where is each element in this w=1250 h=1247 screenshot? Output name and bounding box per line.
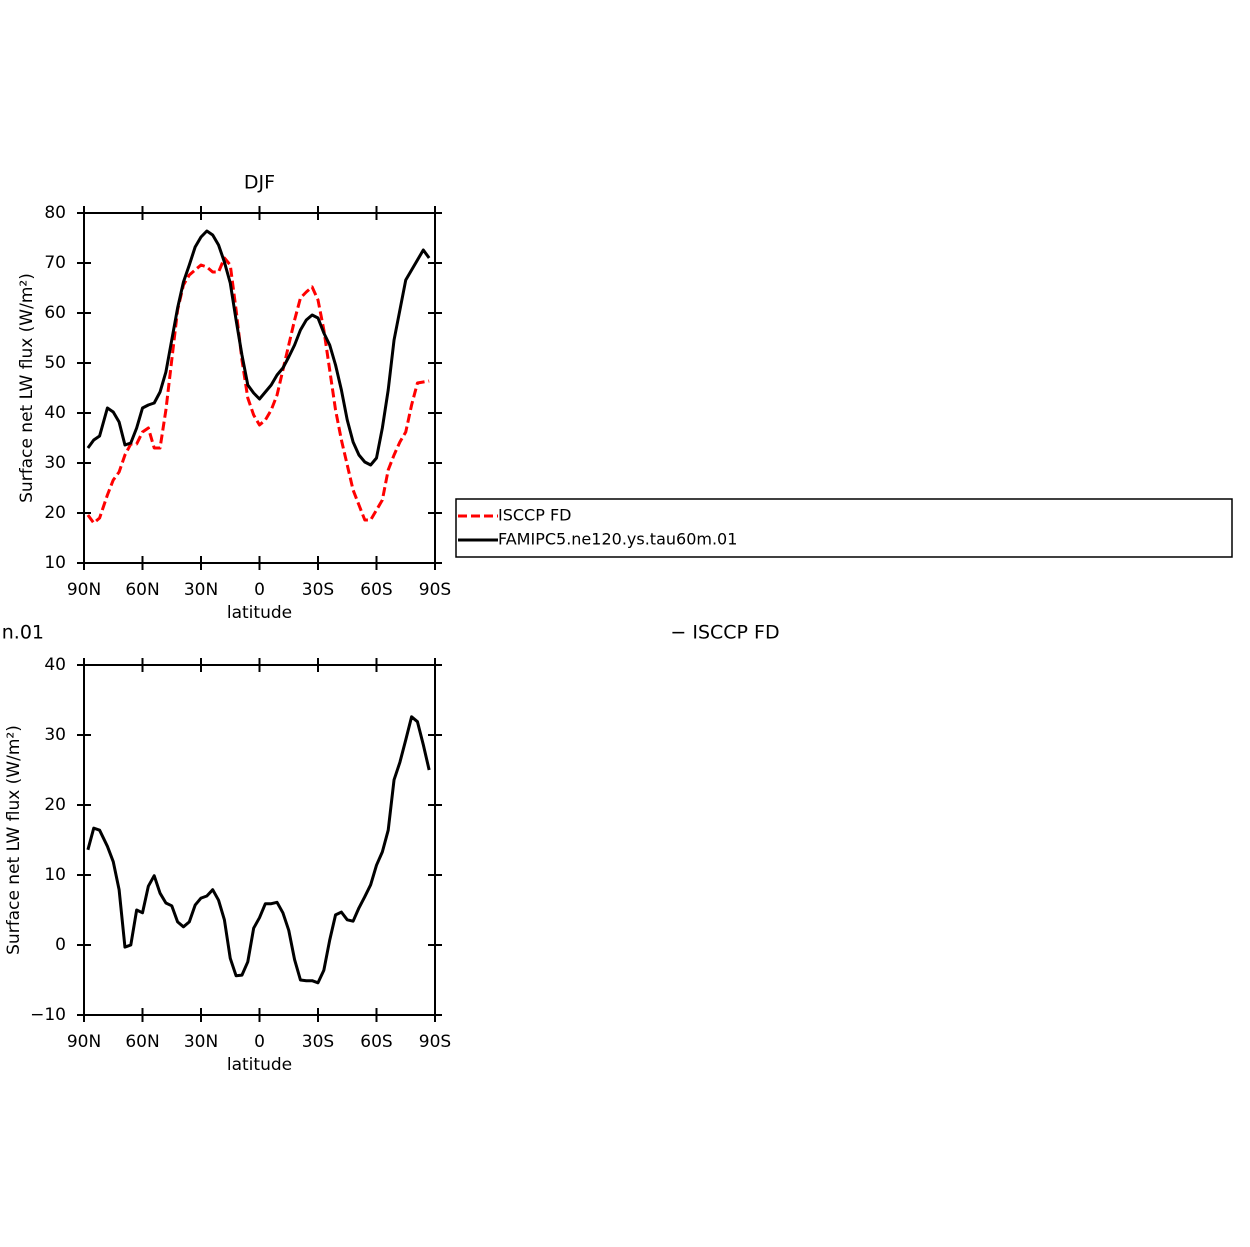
y-tick-label: −10 xyxy=(30,1005,66,1025)
x-tick-label: 30S xyxy=(302,1032,334,1052)
x-tick-label: 90S xyxy=(419,580,451,600)
x-tick-label: 90N xyxy=(67,580,101,600)
y-tick-label: 30 xyxy=(44,725,66,745)
y-tick-label: 0 xyxy=(55,935,66,955)
x-tick-label: 30S xyxy=(302,580,334,600)
x-axis-label: latitude xyxy=(227,603,292,623)
x-tick-label: 60S xyxy=(360,1032,392,1052)
legend-label: FAMIPC5.ne120.ys.tau60m.01 xyxy=(498,530,737,549)
y-axis-label: Surface net LW flux (W/m²) xyxy=(17,273,37,503)
y-tick-label: 60 xyxy=(44,303,66,323)
x-tick-label: 30N xyxy=(184,580,218,600)
data-line xyxy=(86,715,431,985)
x-tick-label: 60N xyxy=(125,1032,159,1052)
y-tick-label: 70 xyxy=(44,253,66,273)
x-tick-label: 90N xyxy=(67,1032,101,1052)
x-tick-label: 0 xyxy=(254,580,265,600)
plot-frame xyxy=(83,664,436,1016)
y-tick-label: 40 xyxy=(44,403,66,423)
plot-frame xyxy=(83,212,436,564)
x-tick-label: 30N xyxy=(184,1032,218,1052)
data-line xyxy=(86,256,430,525)
y-tick-label: 80 xyxy=(44,203,66,223)
y-tick-label: 20 xyxy=(44,795,66,815)
y-tick-label: 10 xyxy=(44,553,66,573)
y-tick-label: 10 xyxy=(44,865,66,885)
y-tick-label: 50 xyxy=(44,353,66,373)
legend-box xyxy=(455,498,1233,558)
x-axis-label: latitude xyxy=(227,1055,292,1075)
data-line xyxy=(86,229,431,467)
x-tick-label: 60S xyxy=(360,580,392,600)
x-tick-label: 60N xyxy=(125,580,159,600)
y-axis-label: Surface net LW flux (W/m²) xyxy=(4,725,24,955)
legend-label: ISCCP FD xyxy=(498,506,571,525)
chart-title: n.01 xyxy=(2,622,44,644)
y-tick-label: 30 xyxy=(44,453,66,473)
x-tick-label: 90S xyxy=(419,1032,451,1052)
y-tick-label: 20 xyxy=(44,503,66,523)
x-tick-label: 0 xyxy=(254,1032,265,1052)
chart-title: − ISCCP FD xyxy=(670,622,779,644)
chart-title: DJF xyxy=(244,172,275,194)
y-tick-label: 40 xyxy=(44,655,66,675)
